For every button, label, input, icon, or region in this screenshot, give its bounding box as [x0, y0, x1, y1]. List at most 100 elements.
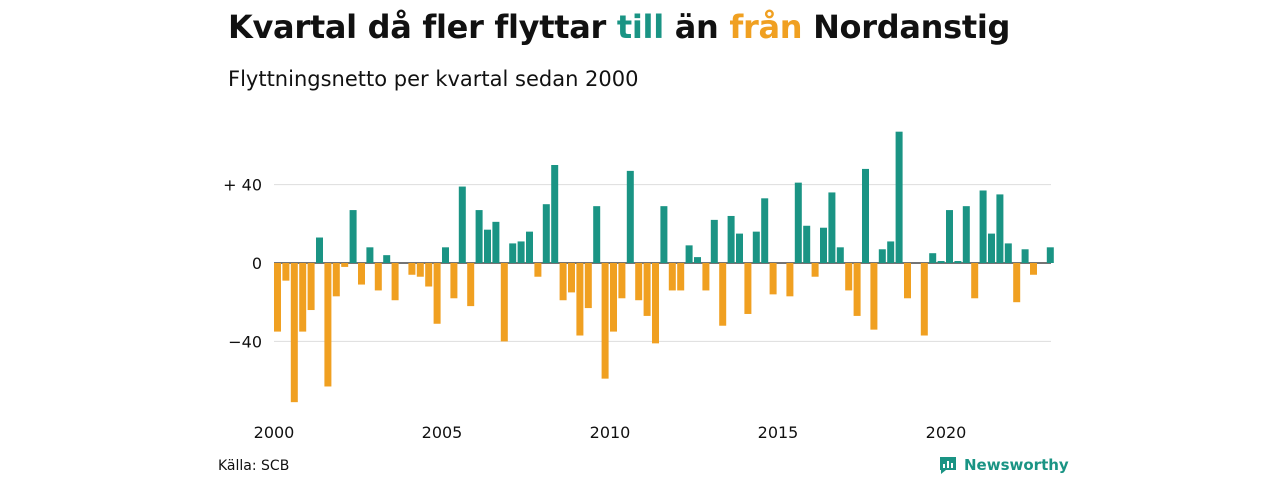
bar [862, 168, 869, 263]
bar [584, 263, 592, 309]
bar [274, 263, 281, 332]
bar [904, 263, 911, 299]
bar [895, 131, 903, 263]
bar [492, 221, 500, 263]
bar [652, 263, 659, 344]
bar [576, 263, 584, 336]
brand-name: Newsworthy [964, 456, 1069, 474]
bar [702, 263, 710, 291]
title-part-2: än [663, 8, 730, 46]
newsworthy-icon [940, 457, 956, 474]
y-tick-label: + 40 [223, 176, 262, 195]
bar [484, 229, 491, 263]
chart-title: Kvartal då fler flyttar till än från Nor… [228, 8, 1010, 46]
bar [316, 237, 323, 263]
bar [610, 263, 617, 332]
bar [475, 210, 483, 263]
bar [307, 263, 315, 311]
source-label: Källa: SCB [218, 458, 290, 474]
bar [1046, 247, 1054, 263]
bar [332, 263, 340, 297]
bar [744, 263, 752, 314]
bar [626, 170, 634, 263]
bar [593, 206, 601, 263]
bar [509, 243, 517, 263]
bar [643, 263, 651, 316]
bar [769, 263, 777, 295]
bar [786, 263, 794, 297]
bar [845, 263, 853, 291]
bar [290, 263, 298, 403]
bar [1013, 263, 1021, 303]
bar [946, 210, 953, 263]
bar [962, 206, 970, 263]
bar [458, 186, 466, 263]
bar [803, 225, 811, 263]
bar [635, 263, 643, 301]
bar [971, 263, 979, 299]
bar [542, 204, 550, 263]
bar [1021, 249, 1029, 263]
bar [433, 263, 441, 324]
x-tick-label: 2000 [254, 423, 295, 442]
bar [282, 263, 290, 281]
bar [752, 231, 760, 263]
bar [820, 227, 827, 263]
bar [887, 241, 895, 263]
newsworthy-logo[interactable]: Newsworthy [938, 455, 1069, 475]
bar [500, 263, 508, 342]
bar [366, 247, 374, 263]
bar [517, 241, 525, 263]
bar [811, 263, 819, 277]
bar [526, 231, 533, 263]
x-tick-label: 2020 [926, 423, 967, 442]
bar [324, 263, 332, 387]
bar [559, 263, 567, 301]
bar [416, 263, 424, 277]
bars [274, 131, 1054, 403]
bar [954, 261, 962, 263]
bar [828, 192, 836, 263]
title-part-1: Kvartal då fler flyttar [228, 8, 617, 46]
bar [467, 263, 475, 307]
bar [929, 253, 937, 263]
bar [442, 247, 449, 263]
bar [391, 263, 399, 301]
bar [374, 263, 382, 291]
y-tick-label: −40 [228, 332, 262, 351]
title-part-3: Nordanstig [802, 8, 1011, 46]
bar [694, 257, 701, 263]
bar [601, 263, 609, 379]
bar [668, 263, 676, 291]
bar [383, 255, 391, 263]
bar [761, 198, 769, 263]
bar [408, 263, 416, 275]
bar [937, 261, 945, 263]
bar [988, 233, 995, 263]
bar [551, 165, 559, 263]
bar [358, 263, 365, 285]
bar [618, 263, 626, 299]
bar [836, 247, 844, 263]
bar [719, 263, 727, 326]
bar [870, 263, 878, 330]
bar [341, 263, 349, 267]
bar [710, 219, 718, 263]
bar [920, 263, 928, 336]
x-tick-label: 2010 [590, 423, 631, 442]
bar [794, 182, 802, 263]
bar [727, 215, 735, 263]
bar [996, 194, 1004, 263]
title-till-highlight: till [616, 8, 664, 46]
bar [425, 263, 433, 287]
axis-labels: + 40 0 −40 2000 2005 2010 2015 2020 [223, 176, 966, 442]
bar [677, 263, 685, 291]
bar [349, 210, 357, 263]
bar [1030, 263, 1037, 275]
bar [450, 263, 458, 299]
bar [853, 263, 861, 316]
bar [568, 263, 575, 293]
chart-subtitle: Flyttningsnetto per kvartal sedan 2000 [228, 67, 639, 91]
x-tick-label: 2005 [422, 423, 463, 442]
